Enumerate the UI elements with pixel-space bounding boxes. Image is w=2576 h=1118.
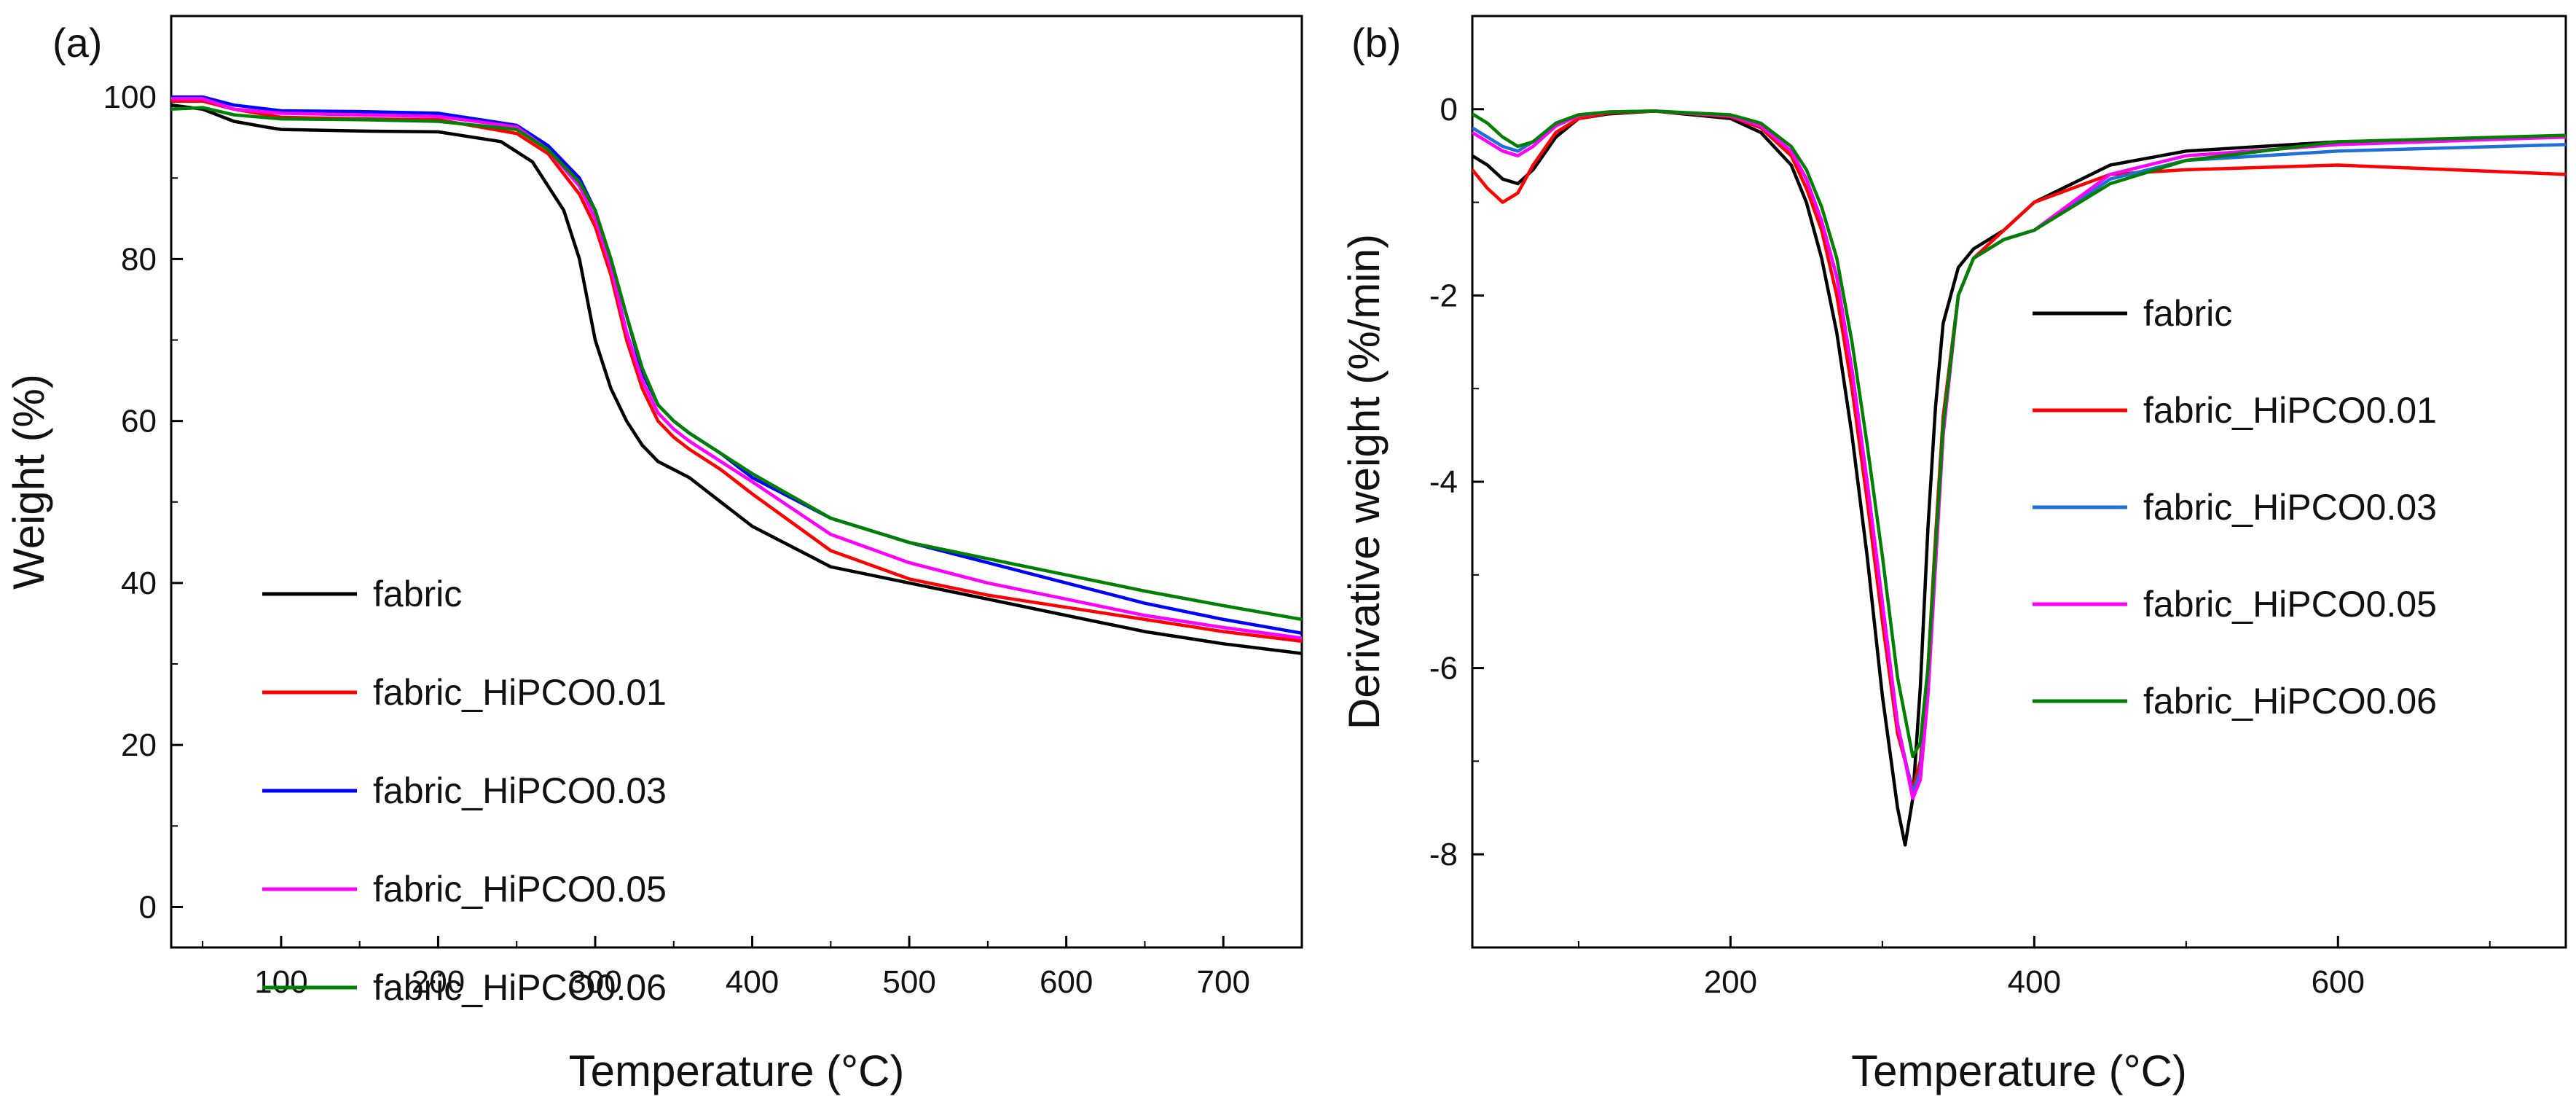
- y-tick-label: 100: [103, 79, 157, 115]
- x-tick-label: 400: [2008, 964, 2061, 1000]
- series-line-fabric-hipco0-03: [171, 95, 1302, 636]
- x-tick-label: 100: [254, 964, 307, 1000]
- series-group: [1472, 109, 2566, 847]
- y-axis-title: Derivative weight (%/min): [1340, 234, 1389, 730]
- legend-label: fabric_HiPCO0.06: [2143, 681, 2437, 722]
- x-tick-label: 400: [726, 964, 779, 1000]
- y-tick-label: 0: [1440, 92, 1458, 128]
- y-tick-label: -4: [1429, 464, 1458, 500]
- x-tick-label: 200: [1704, 964, 1757, 1000]
- plot-frame: [170, 15, 1303, 949]
- x-tick-label: 600: [2312, 964, 2365, 1000]
- legend-label: fabric_HiPCO0.05: [2143, 584, 2437, 625]
- plot-frame: [1471, 15, 2567, 949]
- y-axis-title: Weight (%): [4, 374, 53, 590]
- legend-label: fabric_HiPCO0.05: [373, 869, 667, 910]
- y-tick-label: 20: [121, 727, 157, 763]
- y-tick-label: 0: [139, 889, 157, 925]
- legend-label: fabric_HiPCO0.01: [2143, 390, 2437, 431]
- x-axis-title: Temperature (°C): [1851, 1047, 2187, 1095]
- panel-label: (a): [52, 20, 102, 66]
- legend-label: fabric: [2143, 293, 2232, 334]
- y-tick-label: -6: [1429, 651, 1458, 687]
- series-line-fabric-hipco0-06: [171, 106, 1302, 622]
- panel-a-tga-weight-chart: 100 200 300 400 500 600 700 0 20 40 60 80 100 fabric f…: [4, 15, 1303, 1095]
- x-axis-title: Temperature (°C): [569, 1047, 905, 1095]
- legend-label: fabric: [373, 574, 462, 614]
- legend-label: fabric_HiPCO0.01: [373, 672, 667, 713]
- y-tick-label: -8: [1429, 837, 1458, 872]
- x-tick-label: 700: [1197, 964, 1250, 1000]
- x-tick-label: 300: [568, 964, 621, 1000]
- y-tick-label: -2: [1429, 278, 1458, 313]
- series-line-fabric: [1472, 109, 2566, 847]
- series-group: [171, 95, 1302, 655]
- series-line-fabric-hipco0-06: [1472, 109, 2566, 759]
- y-tick-label: 80: [121, 241, 157, 277]
- y-tick-label: 60: [121, 404, 157, 439]
- legend-label: fabric_HiPCO0.03: [373, 770, 667, 811]
- series-line-fabric: [171, 103, 1302, 655]
- x-tick-label: 200: [412, 964, 465, 1000]
- legend-label: fabric_HiPCO0.03: [2143, 487, 2437, 528]
- panel-b-dtg-chart: 200 400 600 0 -2 -4 -6 -8 fabric fabric_HiPCO0.01…: [1340, 15, 2567, 1095]
- series-line-fabric-hipco0-01: [1472, 109, 2566, 791]
- series-line-fabric-hipco0-05: [171, 97, 1302, 640]
- series-line-fabric-hipco0-01: [171, 99, 1302, 644]
- panel-label: (b): [1351, 20, 1401, 66]
- y-tick-label: 40: [121, 566, 157, 601]
- x-tick-label: 600: [1040, 964, 1093, 1000]
- legend-label: fabric_HiPCO0.06: [373, 967, 667, 1008]
- x-tick-label: 500: [882, 964, 935, 1000]
